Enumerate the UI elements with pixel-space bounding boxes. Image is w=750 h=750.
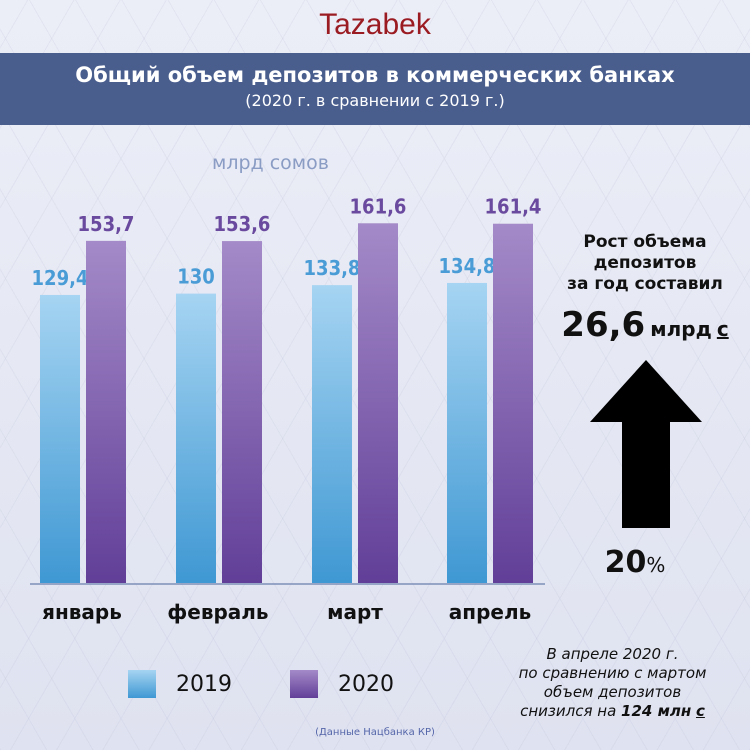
legend-label-2020: 2020 bbox=[338, 672, 394, 697]
currency-symbol: с bbox=[716, 317, 729, 341]
growth-unit: млрд bbox=[650, 317, 712, 341]
growth-caption-line: за год составил bbox=[567, 274, 723, 294]
chart-subtitle: (2020 г. в сравнении с 2019 г.) bbox=[245, 91, 505, 110]
bar-2020-март bbox=[358, 223, 398, 584]
legend-label-2019: 2019 bbox=[176, 672, 232, 697]
note-line: по сравнению с мартом bbox=[518, 664, 707, 682]
bar-2020-январь bbox=[86, 240, 126, 583]
growth-caption-line: Рост объема bbox=[583, 232, 707, 252]
legend-swatch-2019 bbox=[128, 670, 156, 698]
data-label: 129,4 bbox=[32, 266, 89, 290]
source-note: (Данные Нацбанка КР) bbox=[315, 727, 435, 738]
note-line: объем депозитов bbox=[543, 683, 682, 701]
bar-2020-апрель bbox=[493, 223, 533, 583]
data-label: 133,8 bbox=[304, 256, 361, 280]
bar-2019-апрель bbox=[447, 282, 487, 583]
x-tick-label: февраль bbox=[167, 600, 269, 624]
title-banner: Общий объем депозитов в коммерческих бан… bbox=[0, 53, 750, 125]
bar-2019-март bbox=[312, 285, 352, 583]
percent-sign: % bbox=[646, 553, 666, 577]
data-label: 153,7 bbox=[78, 212, 135, 236]
growth-amount: 26,6 bbox=[561, 305, 646, 345]
note-line: снизился на bbox=[520, 702, 617, 720]
percent-value: 20 bbox=[604, 545, 647, 580]
x-tick-label: январь bbox=[42, 600, 122, 624]
x-tick-label: март bbox=[327, 600, 383, 624]
growth-caption: Рост объема депозитов за год составил bbox=[545, 232, 745, 295]
bar-2019-февраль bbox=[176, 293, 216, 583]
x-tick-label: апрель bbox=[448, 600, 532, 624]
chart-title: Общий объем депозитов в коммерческих бан… bbox=[75, 63, 675, 87]
note-line: В апреле 2020 г. bbox=[546, 645, 679, 663]
april-note: В апреле 2020 г. по сравнению с мартом о… bbox=[480, 645, 745, 721]
data-label: 161,4 bbox=[485, 195, 542, 219]
data-label: 153,6 bbox=[214, 212, 271, 236]
growth-caption-line: депозитов bbox=[593, 253, 697, 273]
note-amount: 124 млн bbox=[621, 702, 692, 720]
data-label: 130 bbox=[177, 265, 215, 289]
y-unit-label: млрд сомов bbox=[212, 152, 329, 174]
data-label: 134,8 bbox=[439, 254, 496, 278]
data-label: 161,6 bbox=[350, 194, 407, 218]
growth-percent: 20% bbox=[535, 545, 735, 580]
legend-swatch-2020 bbox=[290, 670, 318, 698]
logo: Tazabek bbox=[319, 8, 431, 41]
growth-value: 26,6 млрд с bbox=[545, 305, 745, 345]
bar-2020-февраль bbox=[222, 241, 262, 583]
currency-symbol: с bbox=[695, 702, 705, 720]
bar-2019-январь bbox=[40, 294, 80, 583]
